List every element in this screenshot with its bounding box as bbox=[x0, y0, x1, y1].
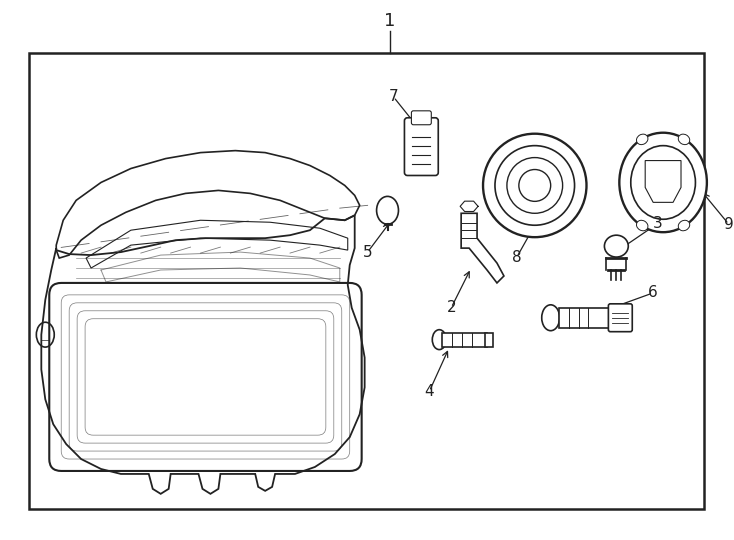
Ellipse shape bbox=[604, 235, 628, 257]
Circle shape bbox=[519, 170, 550, 201]
FancyBboxPatch shape bbox=[411, 111, 432, 125]
Text: 3: 3 bbox=[653, 216, 663, 231]
Bar bbox=[29, 53, 704, 509]
Ellipse shape bbox=[542, 305, 559, 330]
Ellipse shape bbox=[636, 134, 648, 145]
Bar bbox=[443, 333, 487, 347]
Text: 7: 7 bbox=[389, 90, 399, 104]
Ellipse shape bbox=[432, 330, 446, 349]
Circle shape bbox=[483, 134, 586, 237]
Ellipse shape bbox=[636, 220, 648, 231]
Text: 2: 2 bbox=[446, 300, 456, 315]
Ellipse shape bbox=[631, 146, 695, 219]
Ellipse shape bbox=[619, 133, 707, 232]
Circle shape bbox=[507, 158, 563, 213]
Text: 6: 6 bbox=[648, 285, 658, 300]
Bar bbox=[559, 308, 614, 328]
Bar bbox=[485, 333, 493, 347]
Text: 1: 1 bbox=[384, 12, 395, 30]
Polygon shape bbox=[461, 213, 504, 283]
FancyBboxPatch shape bbox=[404, 118, 438, 176]
Text: 8: 8 bbox=[512, 249, 522, 265]
Circle shape bbox=[495, 146, 575, 225]
Ellipse shape bbox=[678, 220, 690, 231]
Text: 5: 5 bbox=[363, 245, 372, 260]
Text: 4: 4 bbox=[424, 384, 434, 399]
FancyBboxPatch shape bbox=[608, 304, 632, 332]
Ellipse shape bbox=[377, 197, 399, 224]
Ellipse shape bbox=[678, 134, 690, 145]
Text: 9: 9 bbox=[724, 217, 734, 232]
